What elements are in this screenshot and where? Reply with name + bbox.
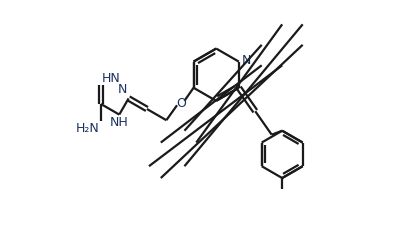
Text: N: N xyxy=(118,83,127,96)
Text: HN: HN xyxy=(101,71,120,85)
Text: N: N xyxy=(242,54,252,67)
Text: H₂N: H₂N xyxy=(76,122,100,135)
Text: NH: NH xyxy=(110,116,129,129)
Text: O: O xyxy=(176,97,185,110)
